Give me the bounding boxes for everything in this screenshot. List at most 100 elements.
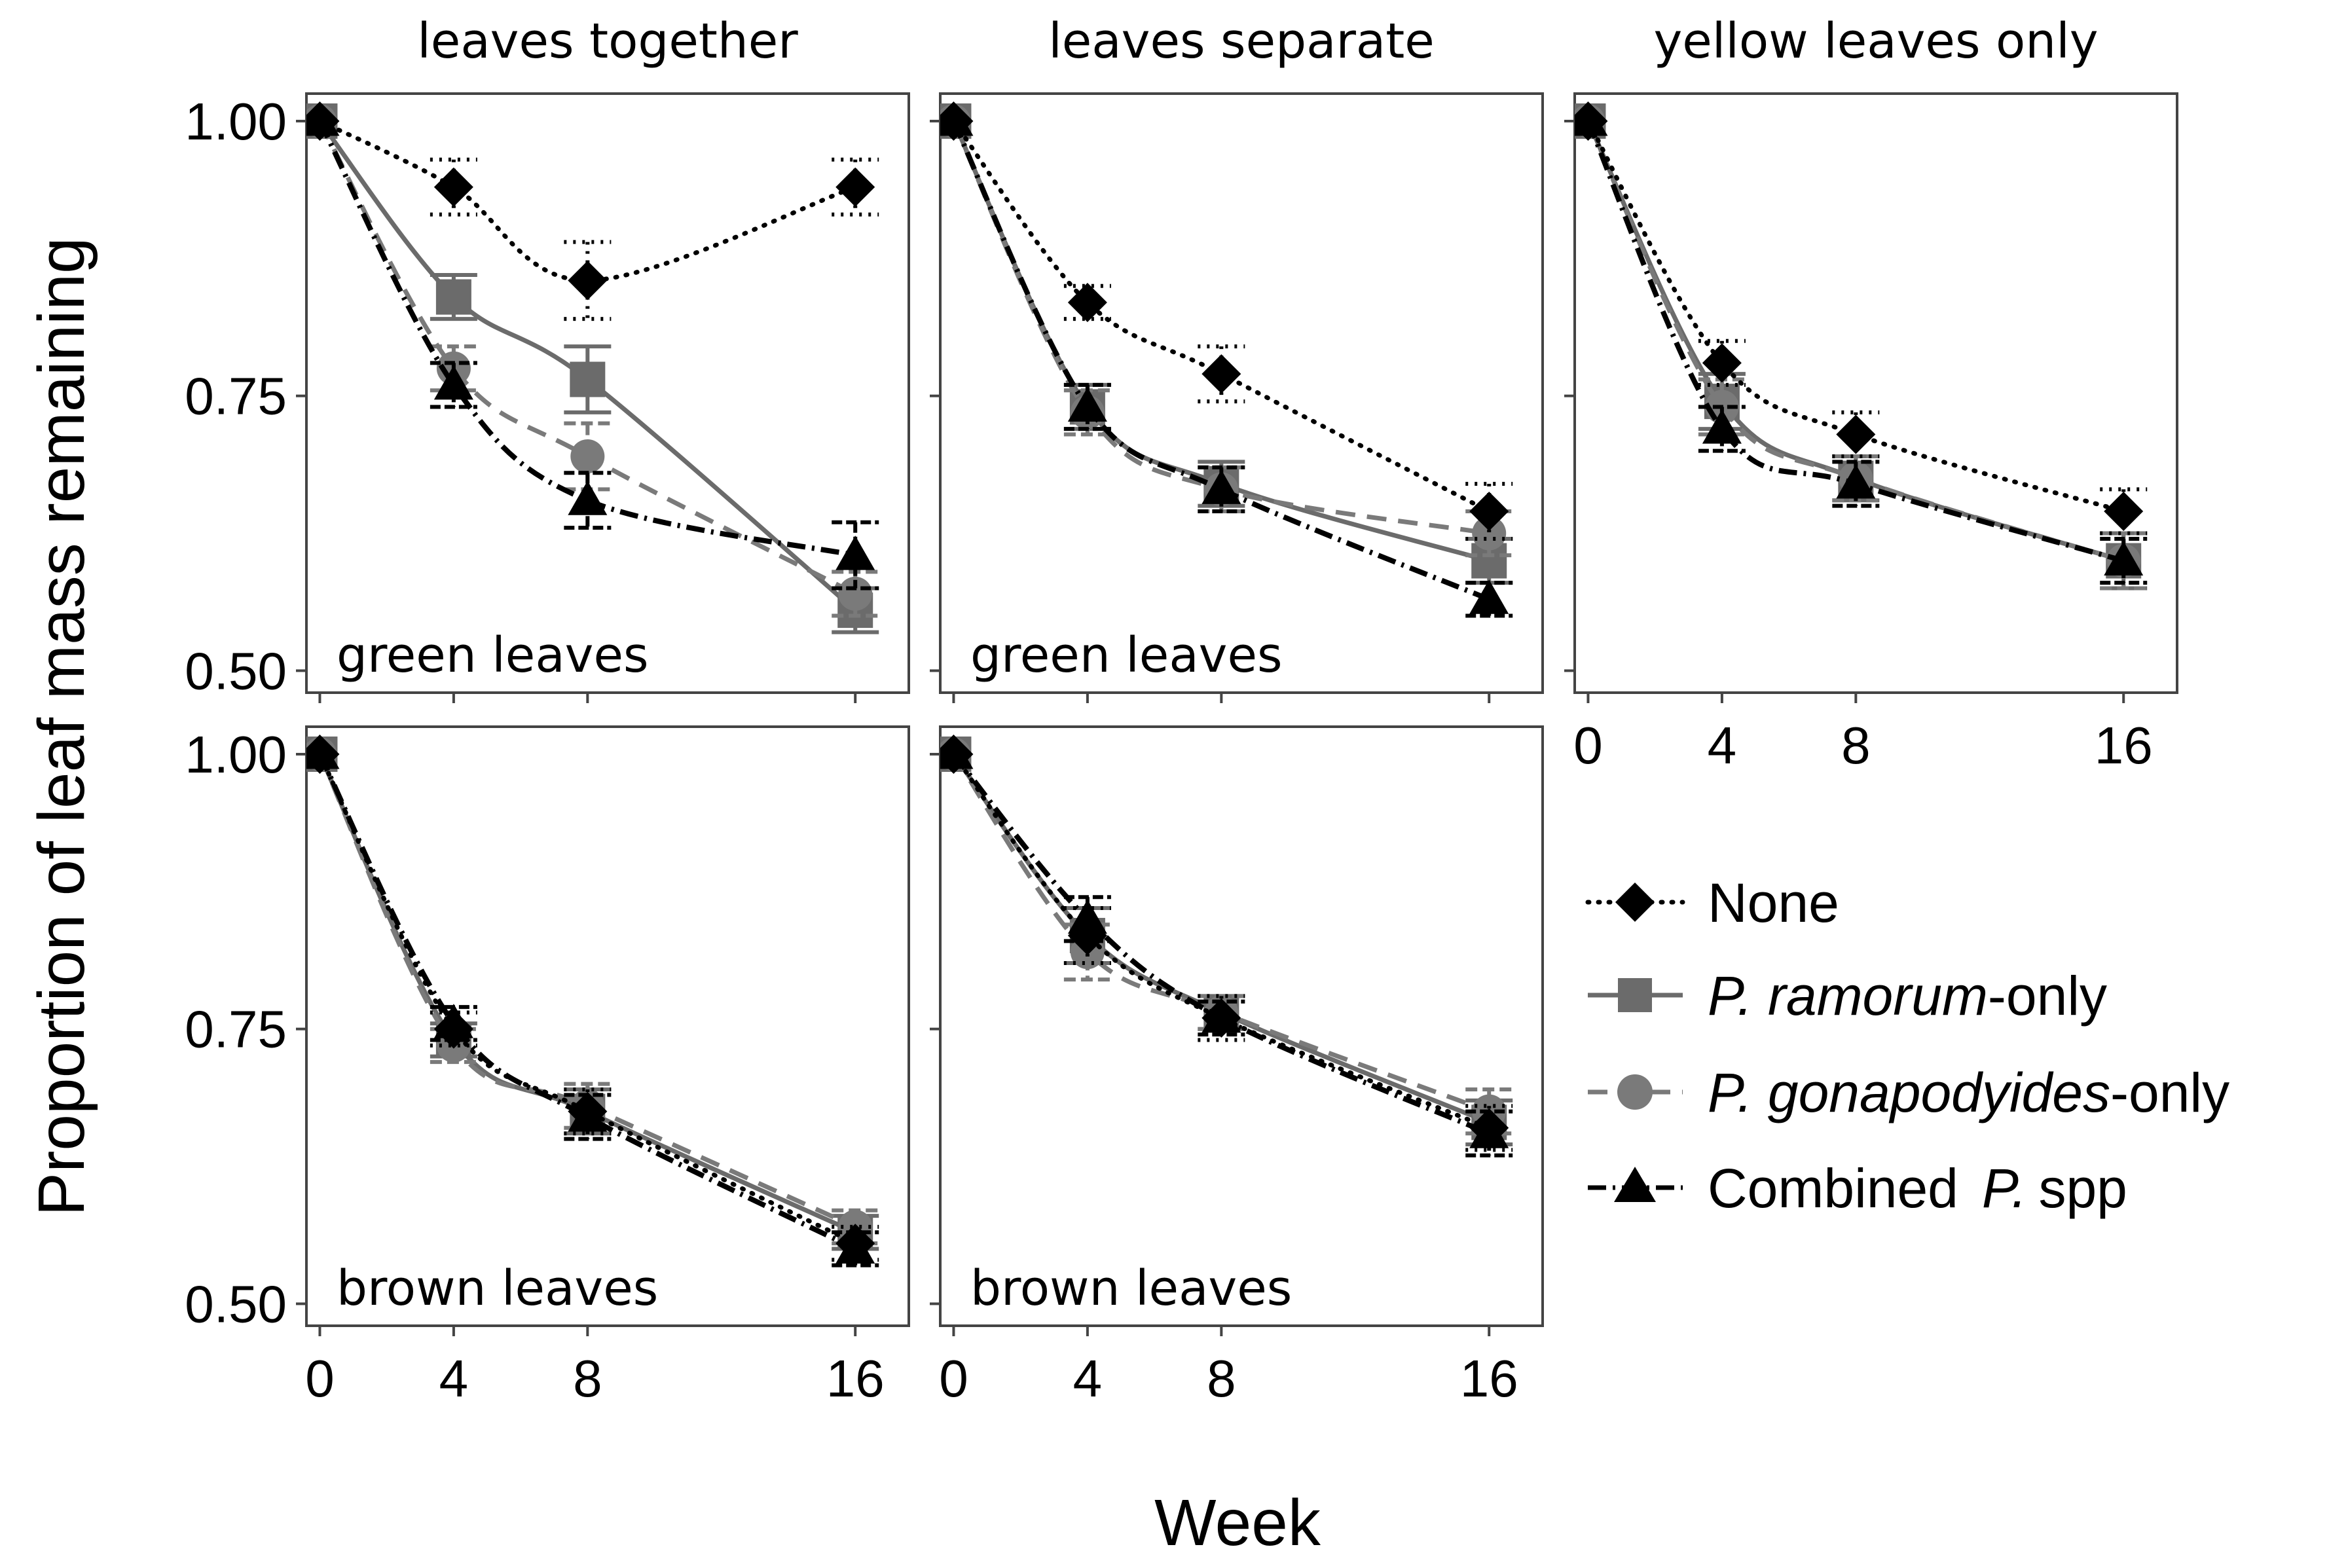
series-line bbox=[318, 119, 857, 612]
x-tick-label: 0 bbox=[1573, 716, 1603, 775]
error-bar bbox=[832, 157, 879, 217]
series-line bbox=[317, 119, 858, 283]
series-combined-p-spp bbox=[940, 734, 1513, 1158]
error-bar bbox=[1198, 344, 1245, 404]
error-bar bbox=[1198, 994, 1245, 1042]
data-point-triangle bbox=[306, 101, 340, 136]
legend-key-ramorum bbox=[1588, 978, 1683, 1012]
data-point-triangle bbox=[1702, 409, 1742, 444]
plot-area bbox=[940, 734, 1513, 1158]
series-line bbox=[1585, 119, 2126, 514]
error-bar bbox=[430, 157, 477, 217]
legend-label-gonapodyides: P. gonapodyides-only bbox=[1708, 1062, 2229, 1123]
series-combined-p-spp bbox=[940, 101, 1513, 618]
series-combined-p-spp bbox=[306, 101, 879, 591]
data-point-triangle bbox=[1201, 469, 1241, 504]
y-tick-label: 1.00 bbox=[185, 92, 287, 151]
data-point-triangle bbox=[1067, 899, 1107, 934]
series-line bbox=[951, 752, 1490, 1136]
data-point-triangle bbox=[433, 1004, 473, 1038]
legend-key-gonapodyides bbox=[1588, 1074, 1683, 1110]
x-tick-label: 4 bbox=[1073, 1349, 1103, 1408]
series-line bbox=[1586, 120, 2125, 563]
plot-area bbox=[306, 734, 879, 1267]
x-tick-label: 0 bbox=[939, 1349, 968, 1408]
data-point-triangle bbox=[835, 536, 875, 570]
data-point-triangle bbox=[433, 365, 473, 400]
series-combined-p-spp bbox=[1575, 101, 2148, 585]
data-point-diamond bbox=[1201, 354, 1241, 394]
data-point-diamond bbox=[433, 167, 473, 207]
data-point-circle bbox=[838, 576, 873, 611]
panel-4: 0.50 0.75 1.00 0 4 8 16 brown leaves bbox=[185, 725, 910, 1408]
y-tick-label: 1.00 bbox=[185, 725, 287, 784]
data-point-diamond bbox=[1702, 343, 1742, 383]
error-bar bbox=[564, 1087, 612, 1136]
x-tick-label: 16 bbox=[2095, 716, 2153, 775]
series-line bbox=[951, 752, 1492, 1131]
x-tick-label: 4 bbox=[439, 1349, 469, 1408]
data-point-triangle bbox=[1836, 464, 1876, 499]
y-tick-label: 0.50 bbox=[185, 1275, 287, 1333]
error-bar bbox=[1063, 283, 1111, 321]
legend-label-none: None bbox=[1708, 872, 1839, 934]
data-point-diamond bbox=[568, 261, 608, 301]
data-point-triangle bbox=[940, 101, 974, 136]
plot-area bbox=[306, 101, 879, 634]
legend-key-none bbox=[1585, 883, 1685, 922]
legend-label-ramorum: P. ramorum-only bbox=[1708, 965, 2107, 1027]
data-point-triangle bbox=[940, 734, 974, 769]
data-point-triangle bbox=[568, 481, 608, 515]
series-line bbox=[318, 120, 856, 596]
x-tick-label: 8 bbox=[1841, 716, 1871, 775]
panel-1: leaves together 0.50 0.75 1.00 green leaves bbox=[185, 13, 910, 703]
data-point-triangle bbox=[306, 734, 340, 769]
error-bar bbox=[1698, 338, 1746, 387]
series-line bbox=[317, 752, 858, 1246]
data-point-diamond bbox=[1469, 491, 1509, 531]
y-tick-label: 0.50 bbox=[185, 642, 287, 700]
facet-title: leaves separate bbox=[1048, 13, 1435, 69]
data-point-diamond bbox=[835, 167, 875, 207]
data-point-triangle bbox=[835, 1229, 875, 1264]
panel-3: yellow leaves only 0 4 8 16 bbox=[1564, 13, 2178, 775]
panel-border bbox=[1573, 92, 2178, 694]
x-tick-label: 0 bbox=[305, 1349, 335, 1408]
series-line bbox=[317, 753, 856, 1252]
error-bar bbox=[430, 1010, 477, 1048]
data-point-triangle bbox=[1575, 101, 1608, 136]
y-axis-title: Proportion of leaf mass remaining bbox=[25, 237, 98, 1216]
plot-area bbox=[1575, 101, 2148, 591]
series-line bbox=[951, 753, 1490, 1114]
x-tick-label: 16 bbox=[826, 1349, 885, 1408]
data-point-square bbox=[570, 361, 606, 397]
panel-inset-label: green leaves bbox=[337, 627, 649, 684]
series-line bbox=[951, 119, 1492, 514]
error-bar bbox=[1063, 906, 1111, 965]
error-bar bbox=[1832, 410, 1880, 459]
series-line bbox=[317, 120, 856, 558]
panels-layer: leaves together 0.50 0.75 1.00 green leaves l… bbox=[185, 13, 2178, 1408]
legend-label-combined: Combined P. spp bbox=[1708, 1158, 2127, 1219]
data-point-diamond bbox=[2104, 491, 2144, 531]
series-line bbox=[1585, 120, 2125, 564]
error-bar bbox=[2100, 487, 2148, 536]
data-point-triangle bbox=[1201, 998, 1241, 1033]
facet-title: leaves together bbox=[417, 13, 798, 69]
data-point-square bbox=[435, 279, 471, 315]
x-tick-label: 8 bbox=[573, 1349, 602, 1408]
error-bar bbox=[1465, 482, 1513, 541]
panel-inset-label: brown leaves bbox=[337, 1260, 658, 1317]
x-tick-label: 4 bbox=[1708, 716, 1737, 775]
data-point-circle bbox=[570, 439, 605, 474]
data-point-triangle bbox=[568, 1097, 608, 1132]
y-tick-label: 0.75 bbox=[185, 1000, 287, 1059]
series-combined-p-spp bbox=[306, 734, 879, 1267]
series-none bbox=[940, 101, 1513, 541]
data-point-diamond bbox=[1836, 414, 1876, 454]
panel-5: 0 4 8 16 brown leaves bbox=[930, 725, 1544, 1408]
legend-key-combined bbox=[1588, 1167, 1683, 1202]
data-point-triangle bbox=[2104, 541, 2144, 576]
panel-border bbox=[305, 725, 910, 1327]
